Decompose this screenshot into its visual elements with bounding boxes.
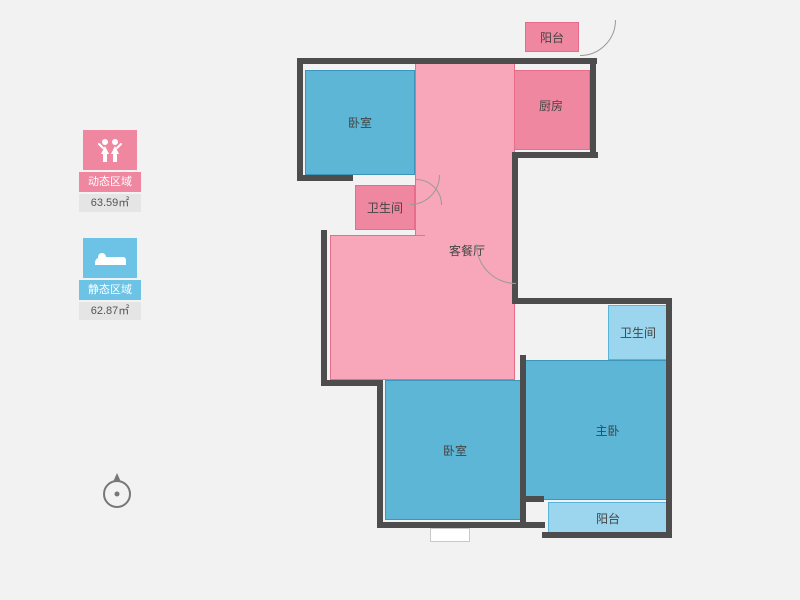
room-label: 阳台 [540, 29, 564, 46]
people-icon [83, 130, 137, 170]
room-kitchen: 厨房 [512, 70, 590, 150]
sleep-icon [83, 238, 137, 278]
room-label: 卫生间 [620, 324, 656, 341]
wall [666, 298, 672, 538]
room-living-ext [330, 235, 425, 380]
room-label: 卧室 [348, 114, 372, 131]
room-label: 厨房 [539, 97, 563, 114]
wall [542, 532, 672, 538]
wall [297, 175, 353, 181]
room-balcony-s: 阳台 [548, 502, 668, 534]
balcony-slab [430, 528, 470, 542]
wall [512, 152, 518, 302]
room-label: 客餐厅 [449, 242, 485, 259]
room-balcony-top: 阳台 [525, 22, 579, 52]
room-bedroom-s: 卧室 [385, 380, 525, 520]
legend: 动态区域 63.59㎡ 静态区域 62.87㎡ [75, 130, 145, 346]
room-label: 卧室 [443, 442, 467, 459]
room-label: 阳台 [596, 510, 620, 527]
legend-static-label: 静态区域 [79, 280, 141, 300]
floorplan: 阳台厨房卧室客餐厅卫生间卫生间主卧卧室阳台 [280, 30, 720, 570]
wall [321, 380, 381, 386]
wall [377, 380, 383, 528]
wall [321, 230, 327, 385]
legend-dynamic-value: 63.59㎡ [79, 194, 141, 212]
room-living: 客餐厅 [415, 60, 515, 380]
room-label: 主卧 [595, 422, 619, 439]
room-bath-n: 卫生间 [355, 185, 415, 230]
room-label: 卫生间 [367, 199, 403, 216]
legend-static-value: 62.87㎡ [79, 302, 141, 320]
wall [520, 496, 544, 502]
compass-icon [100, 470, 134, 504]
wall [590, 58, 596, 158]
wall [512, 152, 598, 158]
legend-dynamic-label: 动态区域 [79, 172, 141, 192]
room-bedroom-nw: 卧室 [305, 70, 415, 175]
wall [297, 58, 597, 64]
legend-dynamic: 动态区域 63.59㎡ [75, 130, 145, 212]
room-master: 主卧 [525, 360, 670, 500]
wall [297, 58, 303, 178]
legend-static: 静态区域 62.87㎡ [75, 238, 145, 320]
room-bath-s: 卫生间 [608, 305, 668, 360]
wall [512, 298, 672, 304]
